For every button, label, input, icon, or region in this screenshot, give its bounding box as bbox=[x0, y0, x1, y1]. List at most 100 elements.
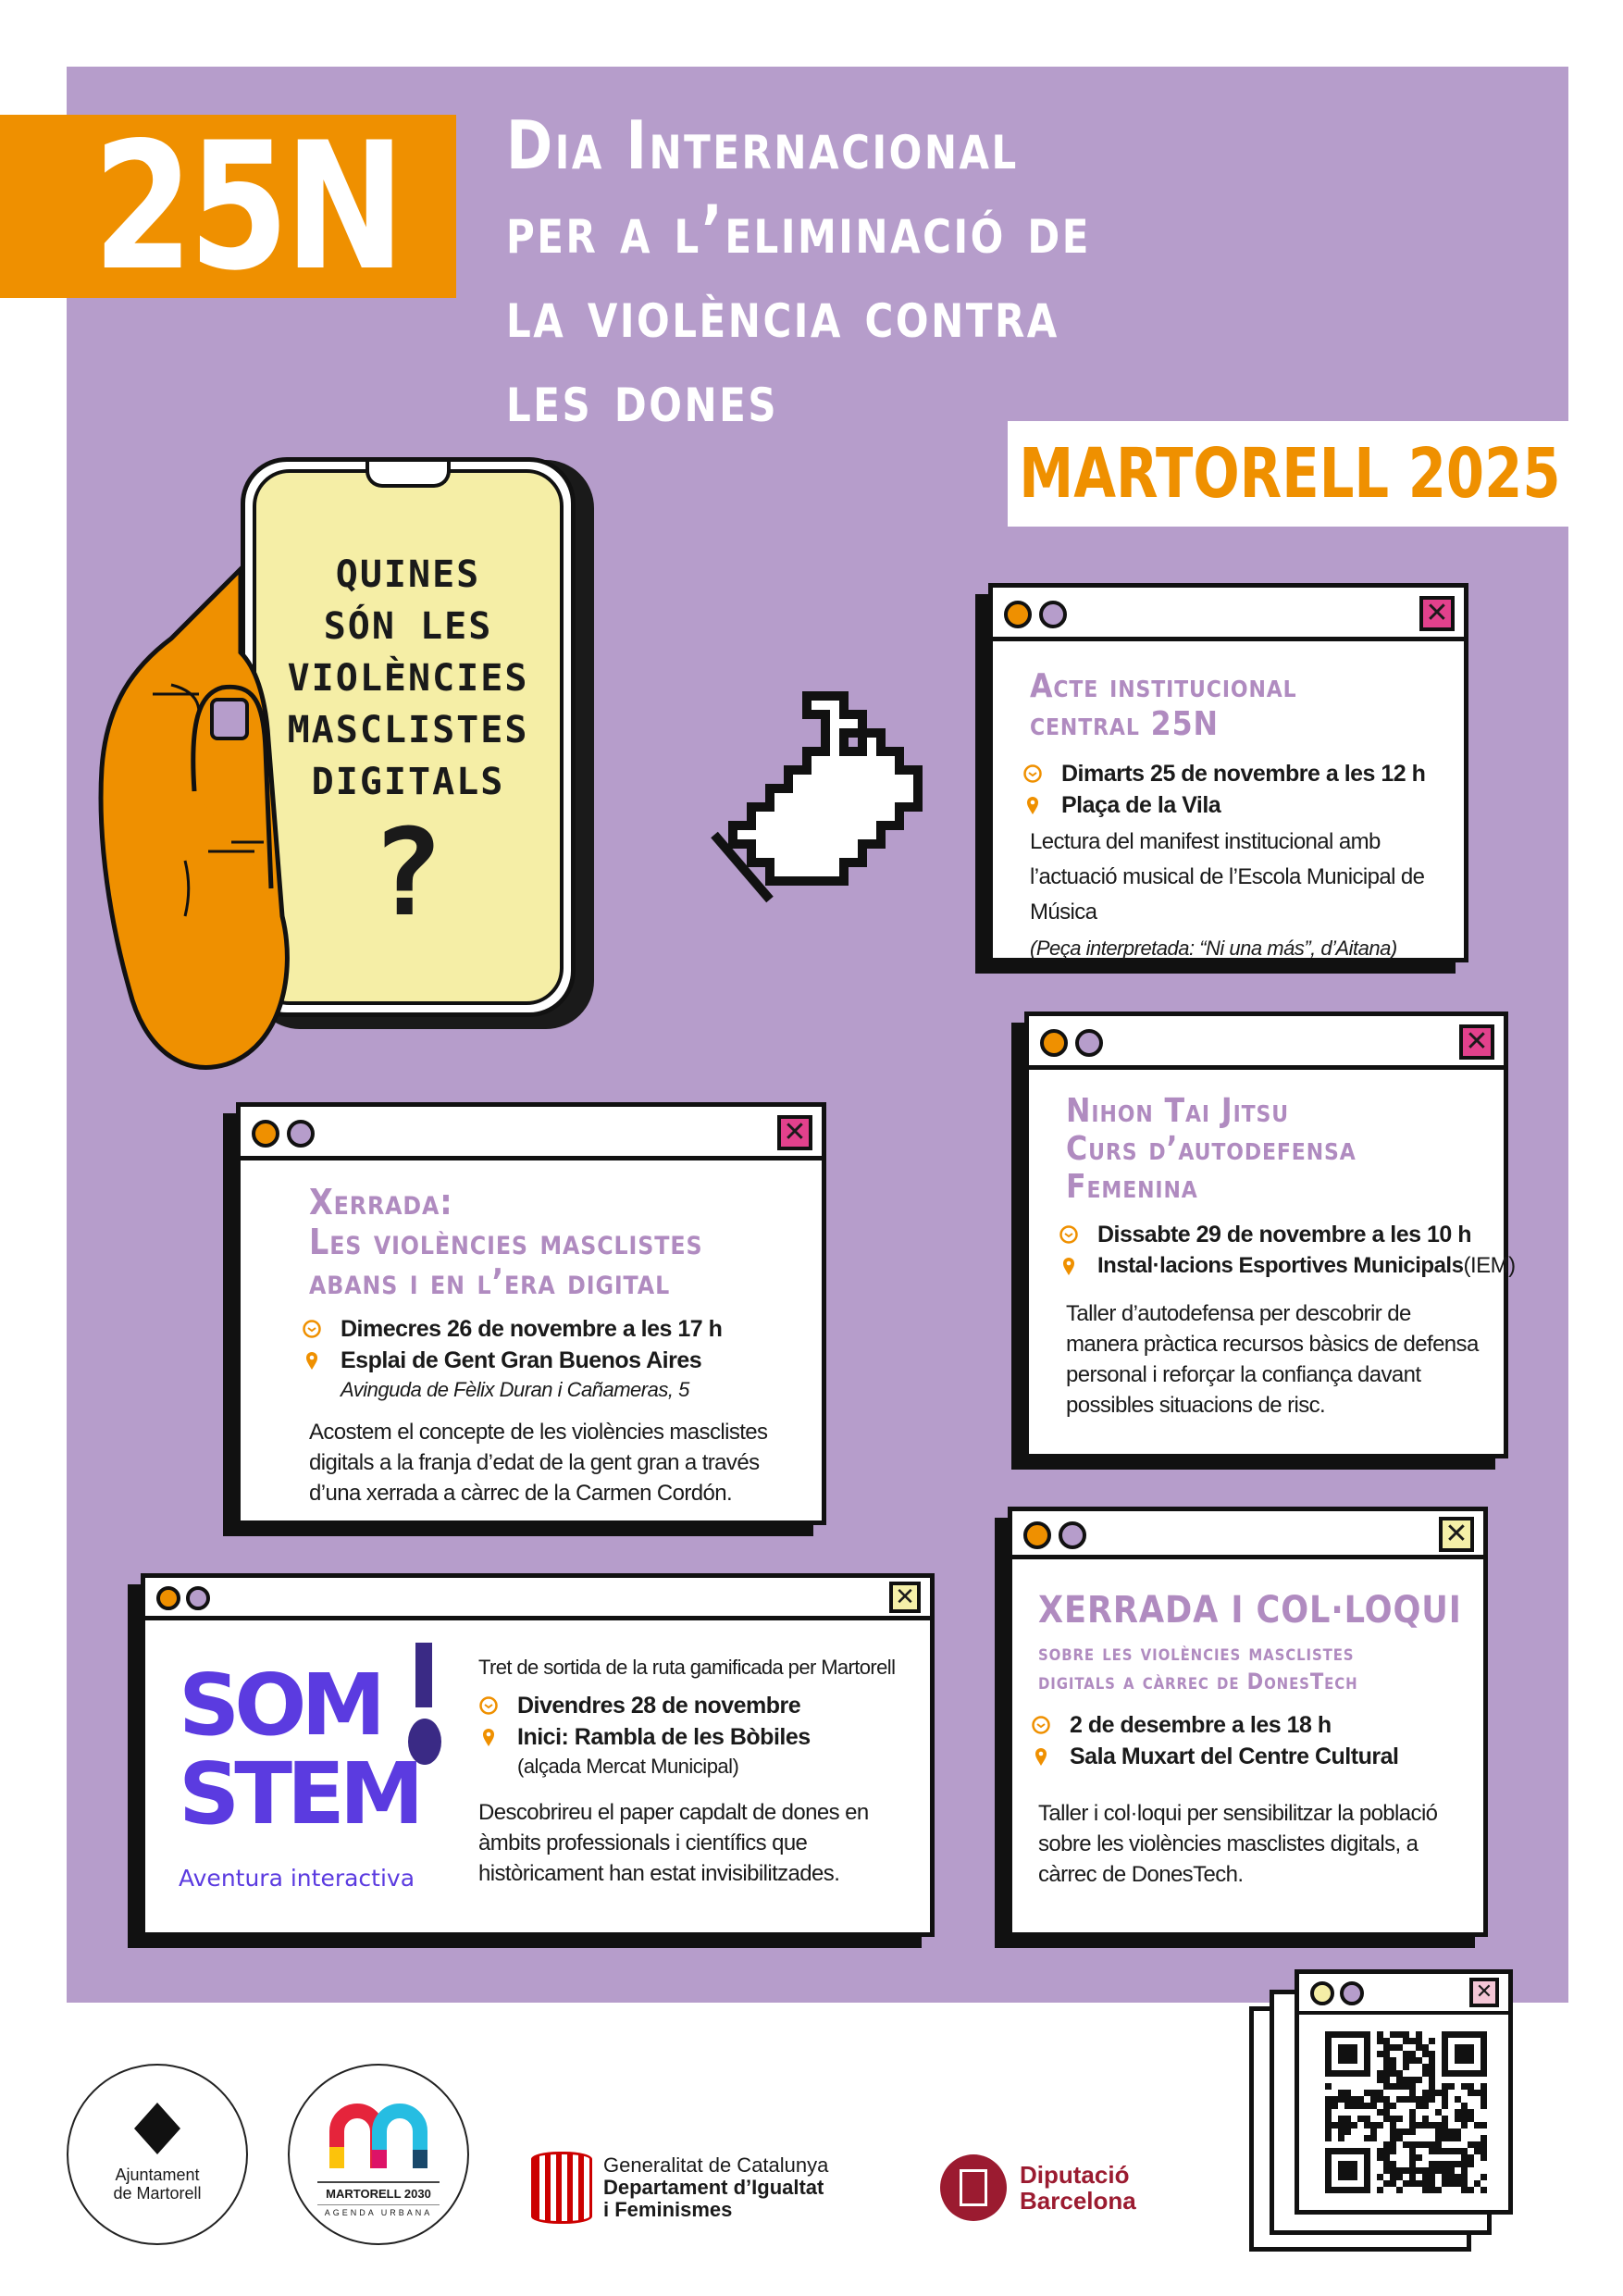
lilac-dot-icon bbox=[1340, 1981, 1364, 2005]
qr-module bbox=[1481, 2103, 1487, 2109]
qr-module bbox=[1325, 2109, 1332, 2116]
clock-icon bbox=[1059, 1224, 1079, 1245]
phone-illustration: QUINES SÓN LES VIOLÈNCIES MASCLISTES DIG… bbox=[241, 457, 576, 1017]
qr-module bbox=[1338, 2090, 1344, 2096]
event-place: Inici: Rambla de les Bòbiles bbox=[517, 1724, 811, 1750]
qr-module bbox=[1383, 2096, 1390, 2103]
qr-module bbox=[1351, 2096, 1357, 2103]
qr-code[interactable] bbox=[1325, 2031, 1487, 2193]
qr-module bbox=[1455, 2116, 1461, 2122]
qr-module bbox=[1461, 2167, 1468, 2174]
close-icon[interactable]: ✕ bbox=[777, 1115, 812, 1150]
event-title: central 25N bbox=[1030, 705, 1219, 743]
qr-module bbox=[1429, 2096, 1435, 2103]
clock-icon bbox=[1022, 763, 1043, 784]
location-pin-icon bbox=[302, 1350, 322, 1371]
qr-module bbox=[1481, 2187, 1487, 2193]
qr-module bbox=[1416, 2154, 1422, 2161]
qr-module bbox=[1455, 2128, 1461, 2135]
qr-module bbox=[1403, 2180, 1409, 2187]
event-date: Dimarts 25 de novembre a les 12 h bbox=[1061, 761, 1426, 787]
qr-module bbox=[1364, 2116, 1370, 2122]
qr-module bbox=[1377, 2090, 1383, 2096]
qr-module bbox=[1442, 2116, 1448, 2122]
lilac-dot-icon bbox=[1075, 1029, 1103, 1057]
event-title: Xerrada: bbox=[309, 1182, 453, 1222]
qr-module bbox=[1403, 2128, 1409, 2135]
qr-module bbox=[1409, 2096, 1416, 2103]
qr-module bbox=[1344, 2103, 1351, 2109]
qr-module bbox=[1396, 2083, 1403, 2090]
close-icon[interactable]: ✕ bbox=[1439, 1517, 1474, 1552]
qr-module bbox=[1338, 2116, 1344, 2122]
qr-module bbox=[1344, 2128, 1351, 2135]
qr-module bbox=[1429, 2148, 1435, 2154]
logo-text: AGENDA URBANA bbox=[324, 2208, 433, 2217]
qr-module bbox=[1383, 2051, 1390, 2057]
qr-module bbox=[1409, 2051, 1416, 2057]
qr-module bbox=[1422, 2051, 1429, 2057]
qr-module bbox=[1409, 2148, 1416, 2154]
qr-module bbox=[1403, 2077, 1409, 2083]
badge-25n: 25N bbox=[0, 105, 456, 309]
qr-module bbox=[1344, 2090, 1351, 2096]
qr-module bbox=[1429, 2064, 1435, 2070]
qr-module bbox=[1409, 2180, 1416, 2187]
qr-module bbox=[1409, 2057, 1416, 2064]
close-icon[interactable]: ✕ bbox=[1459, 1024, 1494, 1060]
qr-module bbox=[1390, 2070, 1396, 2077]
qr-module bbox=[1325, 2128, 1332, 2135]
qr-module bbox=[1455, 2161, 1461, 2167]
qr-module bbox=[1377, 2031, 1383, 2038]
qr-module bbox=[1422, 2090, 1429, 2096]
qr-module bbox=[1461, 2187, 1468, 2193]
qr-module bbox=[1455, 2135, 1461, 2141]
qr-module bbox=[1377, 2051, 1383, 2057]
qr-module bbox=[1422, 2141, 1429, 2148]
qr-module bbox=[1396, 2187, 1403, 2193]
qr-module bbox=[1429, 2090, 1435, 2096]
logo-text: MARTORELL 2030 bbox=[317, 2181, 440, 2205]
qr-module bbox=[1416, 2038, 1422, 2044]
qr-module bbox=[1435, 2187, 1442, 2193]
close-icon[interactable]: ✕ bbox=[889, 1582, 921, 1613]
qr-module bbox=[1442, 2174, 1448, 2180]
qr-module bbox=[1409, 2128, 1416, 2135]
qr-module bbox=[1409, 2083, 1416, 2090]
diputacio-emblem-icon bbox=[940, 2154, 1007, 2221]
qr-module bbox=[1357, 2116, 1364, 2122]
qr-module bbox=[1435, 2128, 1442, 2135]
qr-module bbox=[1429, 2051, 1435, 2057]
qr-module bbox=[1403, 2167, 1409, 2174]
qr-module bbox=[1422, 2174, 1429, 2180]
event-place: Plaça de la Vila bbox=[1061, 792, 1221, 818]
qr-module bbox=[1325, 2122, 1332, 2128]
qr-module bbox=[1409, 2109, 1416, 2116]
event-subtitle: sobre les violències masclistes bbox=[1038, 1640, 1355, 1666]
qr-module bbox=[1481, 2148, 1487, 2154]
qr-module bbox=[1390, 2057, 1396, 2064]
qr-module bbox=[1422, 2122, 1429, 2128]
yellow-dot-icon bbox=[1310, 1981, 1334, 2005]
close-icon[interactable]: ✕ bbox=[1469, 1978, 1499, 2007]
qr-module bbox=[1390, 2167, 1396, 2174]
qr-module bbox=[1396, 2135, 1403, 2141]
clock-icon bbox=[1031, 1715, 1051, 1735]
qr-module bbox=[1390, 2116, 1396, 2122]
event-window-acte-institucional: ✕ Acte institucional central 25N Dimarts … bbox=[988, 583, 1468, 962]
qr-module bbox=[1422, 2096, 1429, 2103]
logo-text: STEM bbox=[179, 1744, 424, 1843]
qr-module bbox=[1383, 2057, 1390, 2064]
qr-module bbox=[1442, 2103, 1448, 2109]
event-date: Dissabte 29 de novembre a les 10 h bbox=[1097, 1222, 1472, 1247]
screen-line: VIOLÈNCIES bbox=[287, 657, 529, 700]
qr-module bbox=[1429, 2057, 1435, 2064]
close-icon[interactable]: ✕ bbox=[1419, 596, 1455, 631]
agenda-urbana-m-icon bbox=[329, 2104, 427, 2168]
question-mark: ? bbox=[370, 802, 446, 943]
qr-module bbox=[1435, 2161, 1442, 2167]
qr-module bbox=[1429, 2077, 1435, 2083]
qr-module bbox=[1390, 2122, 1396, 2128]
qr-module bbox=[1390, 2174, 1396, 2180]
location-pin-icon bbox=[1022, 795, 1043, 815]
